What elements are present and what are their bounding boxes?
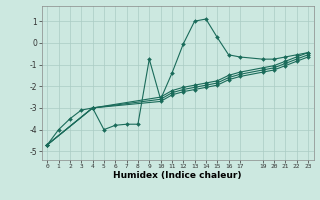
- X-axis label: Humidex (Indice chaleur): Humidex (Indice chaleur): [113, 171, 242, 180]
